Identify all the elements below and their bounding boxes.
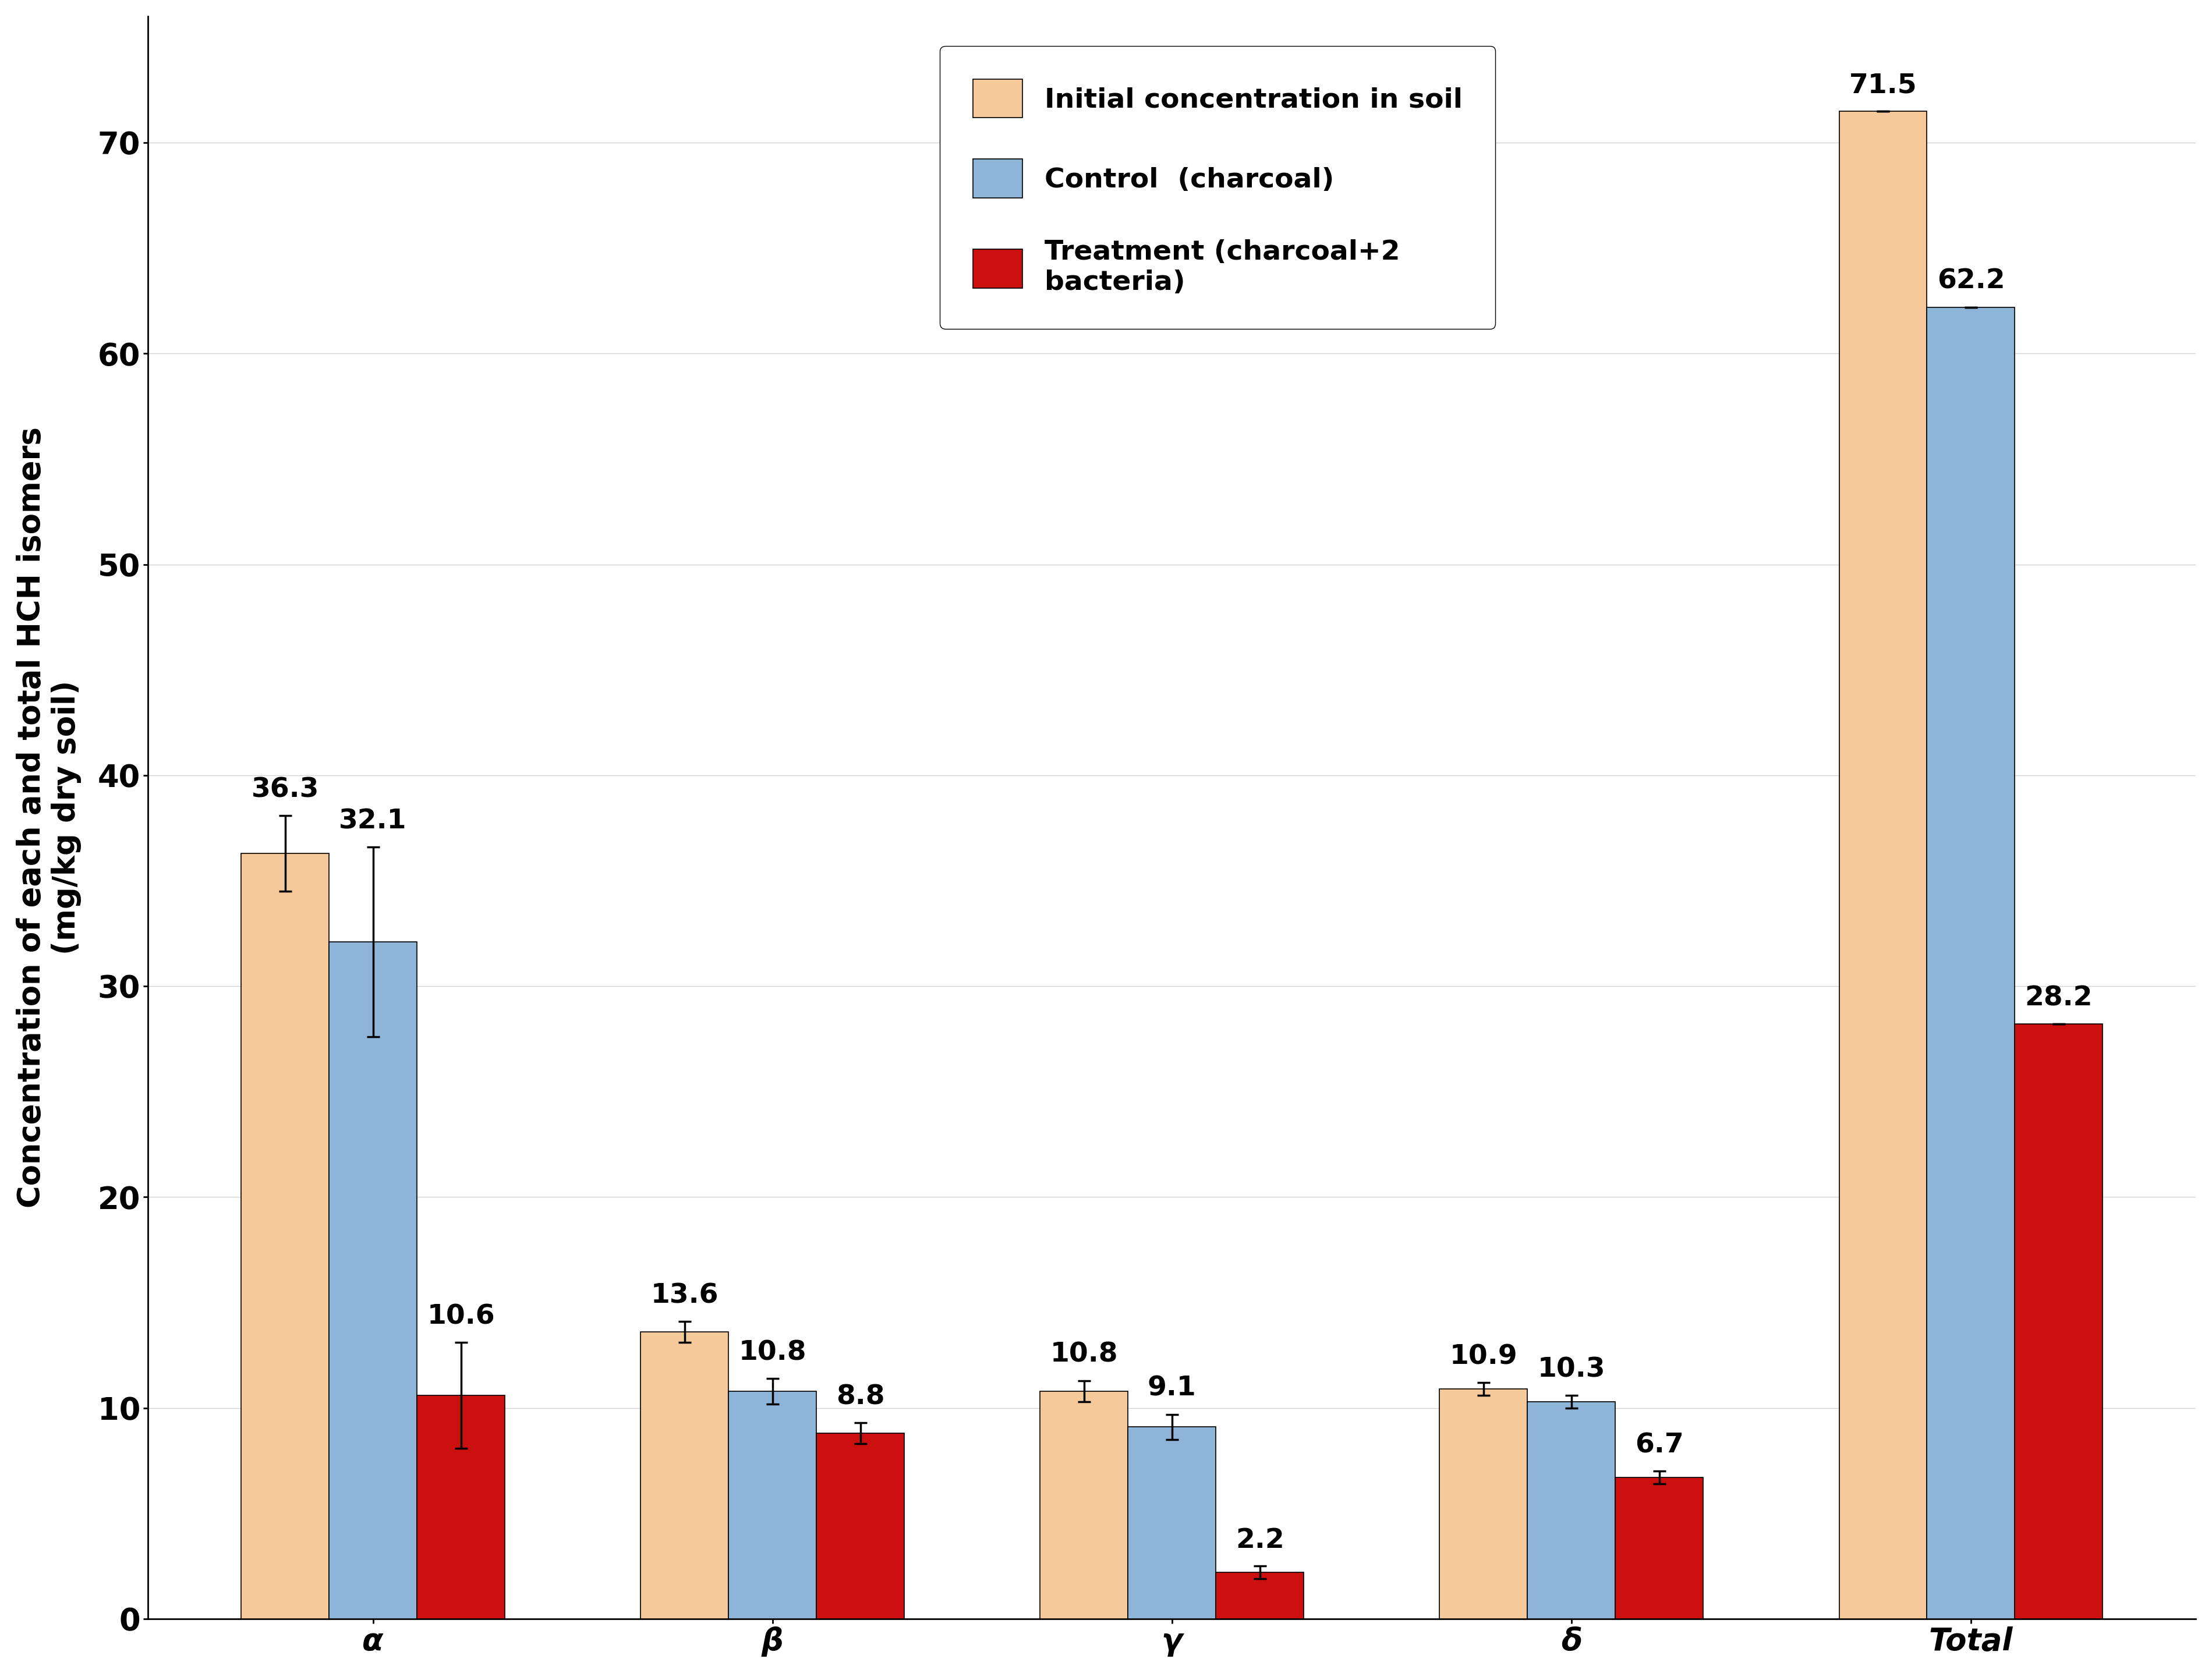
Text: 71.5: 71.5: [1849, 72, 1918, 99]
Text: 10.3: 10.3: [1537, 1357, 1606, 1382]
Bar: [2015, 1024, 2104, 1619]
Text: 32.1: 32.1: [338, 808, 407, 835]
Bar: [728, 1392, 816, 1619]
Bar: [330, 942, 416, 1619]
Text: 9.1: 9.1: [1148, 1375, 1197, 1402]
Text: 36.3: 36.3: [252, 776, 319, 803]
Bar: [1440, 1389, 1528, 1619]
Bar: [1838, 110, 1927, 1619]
Text: 2.2: 2.2: [1237, 1527, 1285, 1554]
Text: 10.8: 10.8: [739, 1340, 807, 1365]
Bar: [1040, 1392, 1128, 1619]
Bar: [416, 1395, 504, 1619]
Bar: [1927, 308, 2015, 1619]
Bar: [641, 1332, 728, 1619]
Text: 10.6: 10.6: [427, 1303, 495, 1330]
Text: 6.7: 6.7: [1635, 1432, 1683, 1459]
Bar: [1615, 1477, 1703, 1619]
Y-axis label: Concentration of each and total HCH isomers
(mg/kg dry soil): Concentration of each and total HCH isom…: [15, 427, 82, 1208]
Text: 8.8: 8.8: [836, 1384, 885, 1410]
Bar: [241, 853, 330, 1619]
Bar: [816, 1434, 905, 1619]
Bar: [1217, 1573, 1303, 1619]
Text: 13.6: 13.6: [650, 1283, 719, 1308]
Bar: [1128, 1427, 1217, 1619]
Text: 10.8: 10.8: [1051, 1342, 1117, 1369]
Text: 10.9: 10.9: [1449, 1343, 1517, 1370]
Bar: [1528, 1402, 1615, 1619]
Text: 28.2: 28.2: [2024, 985, 2093, 1012]
Text: 62.2: 62.2: [1938, 268, 2004, 294]
Legend: Initial concentration in soil, Control  (charcoal), Treatment (charcoal+2
bacter: Initial concentration in soil, Control (…: [940, 45, 1495, 328]
